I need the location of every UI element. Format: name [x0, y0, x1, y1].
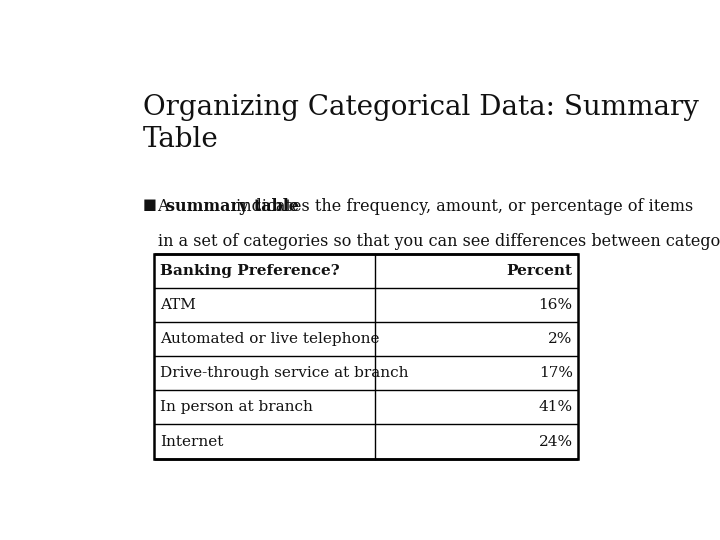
Text: summary table: summary table [166, 198, 299, 215]
Text: 24%: 24% [539, 435, 572, 449]
Text: Automated or live telephone: Automated or live telephone [160, 332, 379, 346]
Text: 17%: 17% [539, 366, 572, 380]
Text: Internet: Internet [160, 435, 223, 449]
Text: In person at branch: In person at branch [160, 401, 312, 414]
Text: in a set of categories so that you can see differences between categories.: in a set of categories so that you can s… [158, 233, 720, 250]
Text: 16%: 16% [539, 298, 572, 312]
Text: Percent: Percent [507, 264, 572, 278]
Text: Banking Preference?: Banking Preference? [160, 264, 339, 278]
Text: A: A [158, 198, 174, 215]
Text: ■: ■ [143, 198, 157, 212]
Text: 41%: 41% [539, 401, 572, 414]
Text: ATM: ATM [160, 298, 196, 312]
Text: Organizing Categorical Data: Summary
Table: Organizing Categorical Data: Summary Tab… [143, 94, 699, 153]
Text: 2%: 2% [549, 332, 572, 346]
Text: indicates the frequency, amount, or percentage of items: indicates the frequency, amount, or perc… [231, 198, 693, 215]
Bar [154, 254, 578, 458]
Text: Drive-through service at branch: Drive-through service at branch [160, 366, 408, 380]
